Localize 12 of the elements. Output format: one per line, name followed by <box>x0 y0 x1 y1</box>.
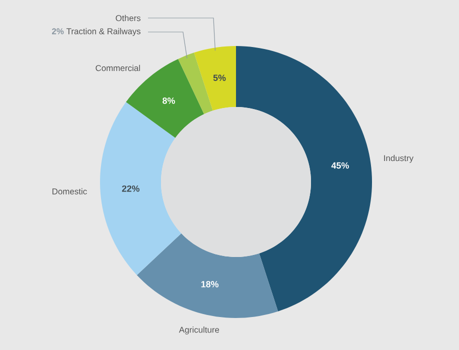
slice-label: Others <box>116 14 140 22</box>
data-label: 45% <box>331 162 349 169</box>
data-label: 22% <box>122 185 140 192</box>
slice-label: Domestic <box>52 188 87 194</box>
slice-label: Agriculture <box>178 326 220 334</box>
data-label: 2% <box>52 28 64 34</box>
data-label: 18% <box>201 281 218 288</box>
slice-label: Commercial <box>96 64 140 72</box>
data-label: 5% <box>213 74 226 81</box>
slice-label: Industry <box>384 154 414 163</box>
slice-label: Traction & Railways <box>66 28 140 36</box>
data-label: 8% <box>162 98 175 104</box>
